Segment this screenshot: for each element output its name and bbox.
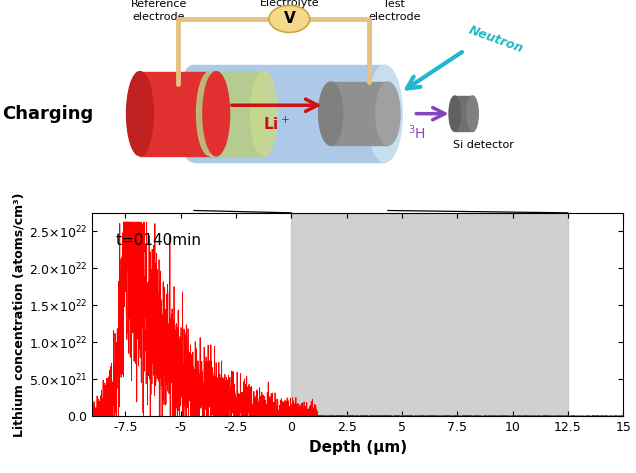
Text: V: V (284, 11, 295, 26)
Ellipse shape (203, 71, 230, 156)
Ellipse shape (127, 71, 153, 156)
Text: t=0140min: t=0140min (116, 233, 202, 248)
Text: Test
electrode: Test electrode (368, 0, 420, 22)
Text: Li$^+$: Li$^+$ (263, 115, 290, 133)
FancyArrowPatch shape (416, 107, 445, 120)
Text: Si detector: Si detector (453, 140, 514, 150)
Bar (194, 65, 385, 162)
Y-axis label: Lithium concentration (atoms/cm³): Lithium concentration (atoms/cm³) (13, 193, 26, 437)
Bar (455, 96, 473, 131)
Text: Neutron: Neutron (467, 24, 525, 56)
Bar (210, 71, 264, 156)
Ellipse shape (467, 96, 478, 131)
X-axis label: Depth (μm): Depth (μm) (308, 440, 407, 455)
Bar (140, 71, 216, 156)
Ellipse shape (449, 96, 460, 131)
FancyArrowPatch shape (232, 99, 318, 111)
Text: Charging: Charging (2, 105, 93, 123)
Ellipse shape (319, 82, 343, 145)
Text: $^3$H: $^3$H (408, 123, 425, 142)
Ellipse shape (251, 71, 277, 156)
Bar (331, 82, 388, 145)
Ellipse shape (176, 65, 211, 162)
Text: Reference
electrode: Reference electrode (131, 0, 187, 22)
Bar (291, 213, 568, 416)
Text: Electrolyte: Electrolyte (259, 0, 319, 9)
Circle shape (269, 6, 310, 33)
Ellipse shape (368, 65, 402, 162)
Ellipse shape (197, 71, 223, 156)
FancyArrowPatch shape (407, 52, 462, 88)
Ellipse shape (376, 82, 400, 145)
